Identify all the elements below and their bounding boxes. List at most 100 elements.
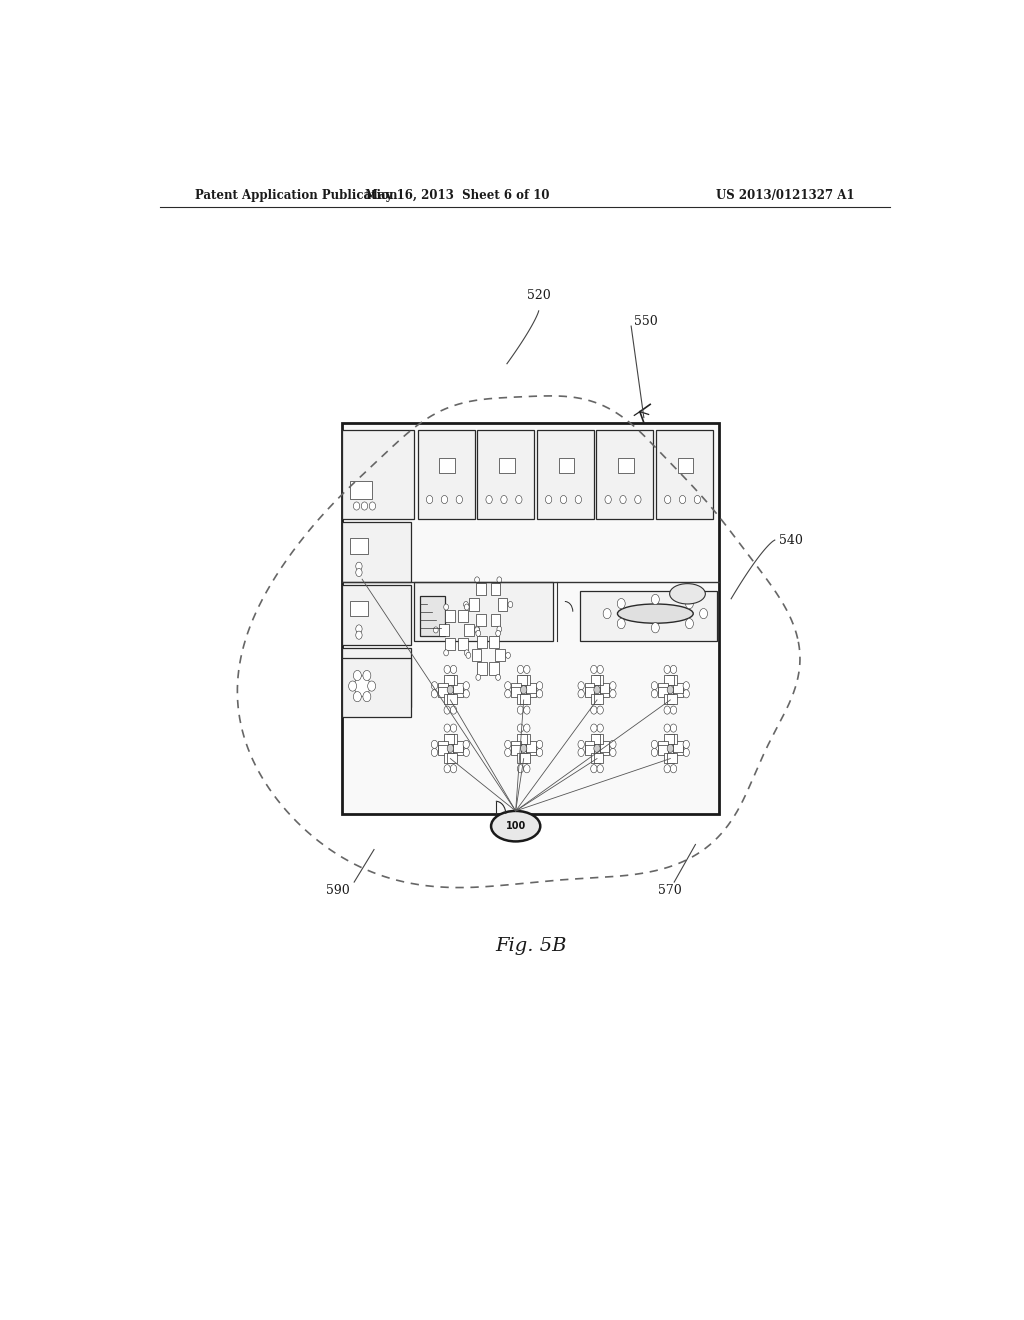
Circle shape (501, 495, 507, 504)
Bar (511, 686, 521, 697)
Bar (444, 752, 454, 763)
Circle shape (466, 652, 471, 659)
Bar (439, 458, 456, 473)
Circle shape (447, 685, 454, 694)
Circle shape (355, 694, 362, 702)
Circle shape (671, 764, 677, 772)
Bar (418, 430, 475, 519)
Circle shape (464, 605, 469, 610)
Bar (445, 610, 455, 622)
Circle shape (609, 748, 616, 756)
Bar (342, 585, 412, 644)
Bar (439, 624, 449, 636)
Bar (594, 734, 603, 744)
Circle shape (368, 681, 376, 692)
Circle shape (505, 748, 511, 756)
Circle shape (451, 764, 457, 772)
Bar (526, 682, 536, 693)
Circle shape (664, 706, 671, 714)
Circle shape (664, 665, 671, 673)
Circle shape (635, 495, 641, 504)
Bar (520, 675, 530, 685)
Text: 520: 520 (526, 289, 551, 302)
Circle shape (523, 764, 530, 772)
Circle shape (355, 688, 362, 696)
Bar (438, 746, 447, 755)
Circle shape (362, 671, 371, 681)
Circle shape (620, 495, 627, 504)
Bar (591, 734, 600, 744)
Bar (496, 649, 505, 661)
Circle shape (597, 764, 603, 772)
Bar (673, 742, 683, 751)
Circle shape (591, 665, 597, 673)
Bar (476, 614, 485, 627)
Bar (453, 686, 463, 697)
Bar (350, 601, 368, 616)
Circle shape (463, 741, 469, 748)
Bar (444, 675, 454, 685)
Bar (499, 458, 515, 473)
Circle shape (578, 681, 585, 690)
Bar (658, 682, 668, 693)
Circle shape (354, 676, 370, 696)
Bar (438, 742, 447, 751)
Bar (655, 430, 713, 519)
Text: 570: 570 (658, 883, 682, 896)
Text: May 16, 2013  Sheet 6 of 10: May 16, 2013 Sheet 6 of 10 (366, 189, 550, 202)
Text: US 2013/0121327 A1: US 2013/0121327 A1 (716, 189, 854, 202)
Circle shape (523, 706, 530, 714)
Circle shape (464, 649, 469, 656)
Bar (678, 458, 693, 473)
Bar (445, 638, 455, 651)
Bar (447, 752, 457, 763)
Circle shape (456, 495, 463, 504)
Circle shape (355, 631, 362, 639)
Circle shape (671, 706, 677, 714)
Bar (490, 582, 500, 595)
Bar (600, 742, 609, 751)
Circle shape (370, 502, 376, 510)
Bar (600, 746, 609, 755)
Bar (420, 595, 445, 636)
Bar (350, 480, 373, 499)
Circle shape (444, 706, 451, 714)
Circle shape (505, 741, 511, 748)
Bar (517, 694, 527, 705)
Bar (594, 675, 603, 685)
Circle shape (444, 764, 451, 772)
Circle shape (651, 594, 659, 605)
Circle shape (523, 665, 530, 673)
Text: Fig. 5B: Fig. 5B (495, 937, 566, 956)
Bar (498, 598, 507, 611)
Bar (447, 675, 457, 685)
Bar (537, 430, 594, 519)
Circle shape (451, 665, 457, 673)
Circle shape (505, 681, 511, 690)
Circle shape (594, 685, 600, 694)
Bar (342, 430, 414, 519)
Bar (580, 591, 718, 642)
Circle shape (683, 748, 689, 756)
Circle shape (679, 495, 686, 504)
Bar (477, 636, 487, 648)
Circle shape (699, 609, 708, 619)
Circle shape (617, 619, 626, 628)
Circle shape (441, 495, 447, 504)
Bar (673, 746, 683, 755)
Text: 540: 540 (778, 533, 803, 546)
Circle shape (451, 723, 457, 733)
Bar (600, 682, 609, 693)
Circle shape (496, 675, 501, 680)
Circle shape (609, 681, 616, 690)
Circle shape (597, 723, 603, 733)
Bar (444, 734, 454, 744)
Circle shape (476, 675, 480, 680)
Bar (444, 694, 454, 705)
Circle shape (651, 681, 657, 690)
Bar (667, 752, 677, 763)
Bar (342, 648, 412, 708)
Circle shape (651, 690, 657, 698)
Bar (673, 686, 683, 697)
Bar (438, 682, 447, 693)
